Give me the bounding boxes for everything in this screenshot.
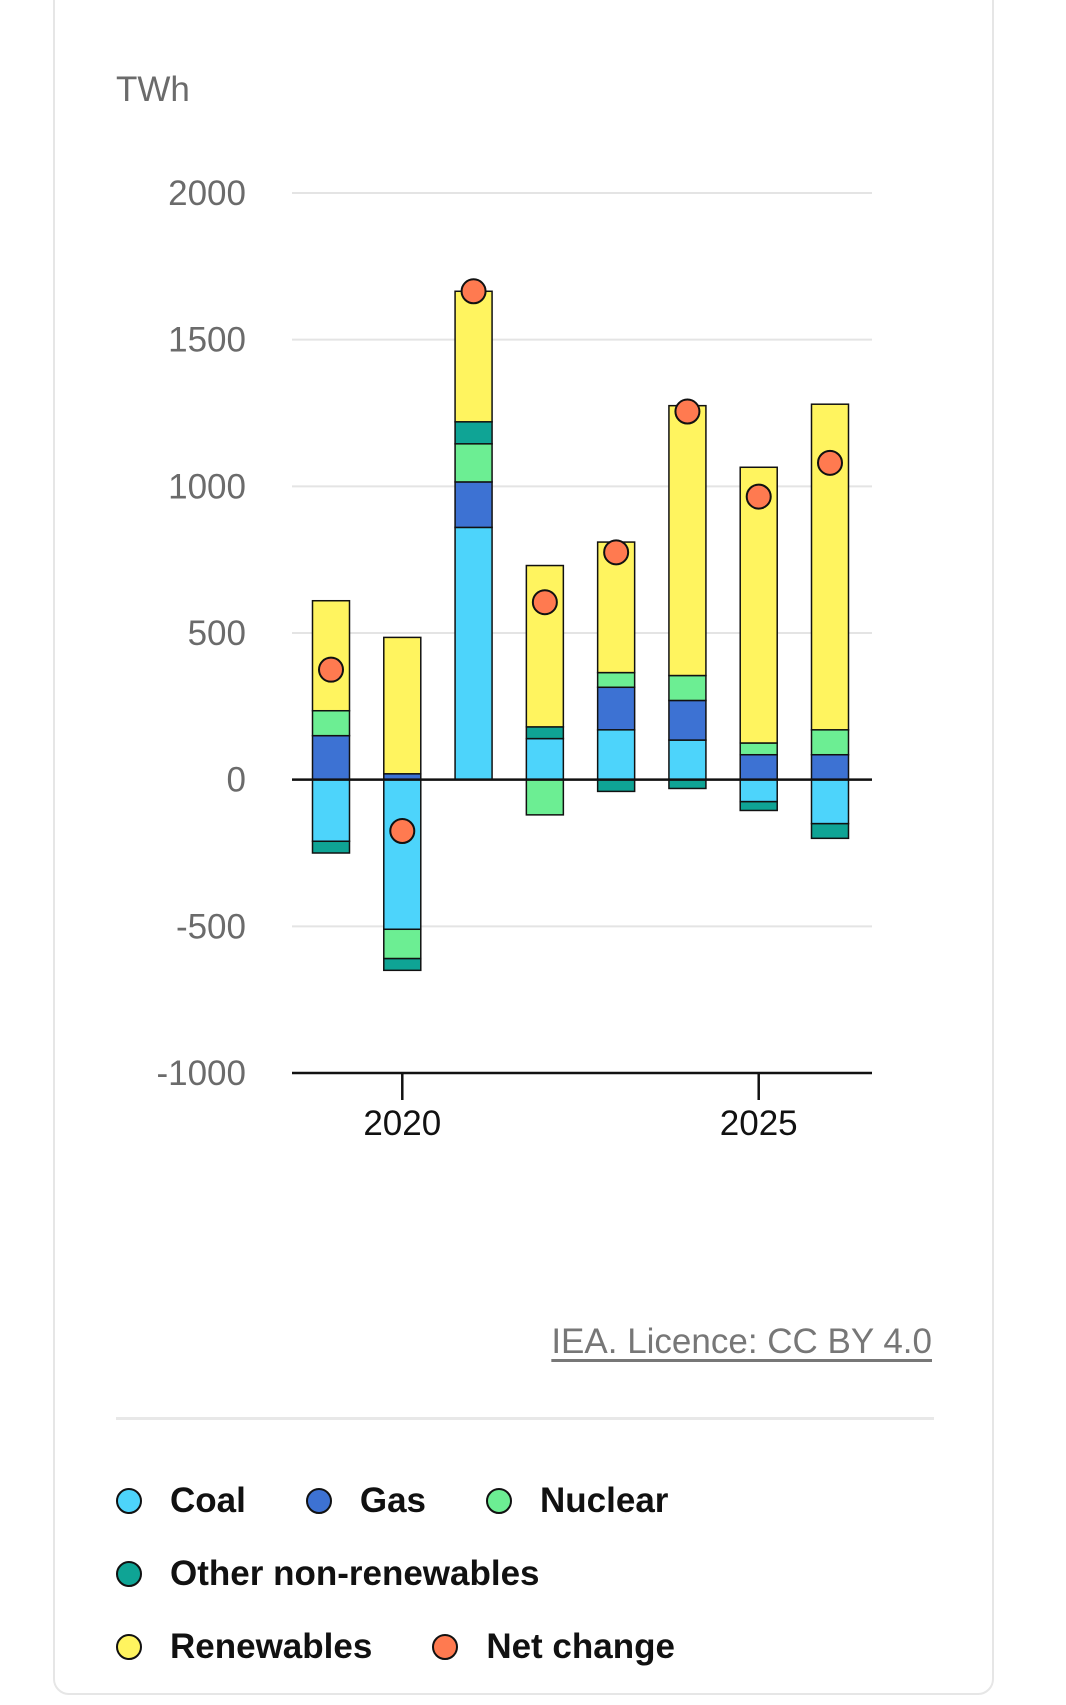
bar-segment-renewables xyxy=(739,466,778,744)
y-tick-label: -500 xyxy=(176,907,246,946)
legend-swatch-other-non-renewables xyxy=(116,1560,142,1587)
bar-segment-nuclear xyxy=(383,928,422,960)
bar-segment-renewables xyxy=(810,403,850,731)
y-tick-label: 2000 xyxy=(168,174,246,213)
bar-segment-other-non-renewables xyxy=(383,957,422,972)
legend-item-other-non-renewables[interactable]: Other non-renewables xyxy=(116,1554,540,1594)
bar-segment-nuclear xyxy=(739,742,778,756)
legend-swatch-gas xyxy=(305,1487,332,1514)
legend-row: Renewables Net change xyxy=(116,1610,934,1683)
y-tick-label: 500 xyxy=(188,614,246,653)
bar-segment-gas xyxy=(739,753,778,781)
bar-segment-other-non-renewables xyxy=(810,822,850,840)
bar-segment-gas xyxy=(454,481,493,529)
legend-item-gas[interactable]: Gas xyxy=(305,1480,427,1521)
chart-card xyxy=(53,0,994,1695)
y-tick-label: 0 xyxy=(227,761,246,800)
bar-segment-coal xyxy=(810,778,850,825)
bar-segment-coal xyxy=(454,526,493,781)
legend-label-nuclear: Nuclear xyxy=(540,1480,669,1520)
legend-row: Coal Gas Nuclear xyxy=(116,1464,934,1537)
bar-segment-nuclear xyxy=(525,778,565,816)
legend-label-coal: Coal xyxy=(170,1480,246,1520)
bar-segment-nuclear xyxy=(810,729,850,756)
bar-segment-other-non-renewables xyxy=(596,778,636,793)
legend-divider xyxy=(116,1417,934,1420)
credit-licence-link[interactable]: IEA. Licence: CC BY 4.0 xyxy=(551,1322,932,1361)
bar-segment-coal xyxy=(525,737,565,781)
bar-segment-renewables xyxy=(383,636,422,775)
y-axis-unit-label: TWh xyxy=(116,70,190,109)
legend-swatch-renewables xyxy=(116,1633,142,1660)
bar-segment-coal xyxy=(383,778,422,931)
bar-segment-gas xyxy=(311,734,351,781)
legend-item-net-change[interactable]: Net change xyxy=(432,1627,675,1667)
bar-segment-other-non-renewables xyxy=(454,421,493,445)
bar-segment-gas xyxy=(596,686,636,731)
bar-segment-nuclear xyxy=(311,709,351,737)
legend-label-other-non-renewables: Other non-renewables xyxy=(170,1553,540,1593)
bar-segment-nuclear xyxy=(668,674,707,702)
net-change-point xyxy=(745,483,772,510)
net-change-point xyxy=(460,278,487,305)
bar-segment-renewables xyxy=(454,290,493,423)
legend-item-coal[interactable]: Coal xyxy=(116,1481,246,1521)
net-change-point xyxy=(531,589,558,616)
legend-swatch-net-change xyxy=(432,1633,459,1660)
bar-segment-other-non-renewables xyxy=(525,726,565,740)
legend-swatch-coal xyxy=(116,1487,142,1514)
net-change-point xyxy=(674,398,701,425)
bar-segment-other-non-renewables xyxy=(668,778,707,790)
bar-segment-other-non-renewables xyxy=(739,800,778,812)
legend-label-gas: Gas xyxy=(359,1480,427,1520)
bar-segment-other-non-renewables xyxy=(311,840,351,854)
net-change-point xyxy=(603,539,630,566)
bar-segment-gas xyxy=(668,699,707,741)
net-change-point xyxy=(318,656,344,683)
x-tick-label: 2025 xyxy=(720,1104,798,1143)
bar-segment-renewables xyxy=(311,599,351,712)
legend-item-nuclear[interactable]: Nuclear xyxy=(486,1481,668,1521)
x-tick-label: 2020 xyxy=(363,1104,441,1143)
legend-label-net-change: Net change xyxy=(486,1626,675,1666)
bar-segment-gas xyxy=(810,753,850,781)
bar-segment-coal xyxy=(739,778,778,803)
bar-segment-renewables xyxy=(668,404,707,677)
y-tick-label: 1500 xyxy=(168,321,246,360)
bar-segment-nuclear xyxy=(454,443,493,483)
stacked-bar-chart: 2000 1500 1000 500 0 -500 -1000 2020 2025 xyxy=(156,174,872,1143)
y-tick-label: 1000 xyxy=(168,467,246,506)
y-tick-label: -1000 xyxy=(156,1054,246,1093)
legend-item-renewables[interactable]: Renewables xyxy=(116,1627,372,1667)
legend-row: Other non-renewables xyxy=(116,1537,934,1610)
legend-label-renewables: Renewables xyxy=(170,1626,373,1666)
bar-segment-nuclear xyxy=(596,671,636,689)
net-change-point xyxy=(389,818,416,844)
bar-segment-coal xyxy=(311,778,351,843)
net-change-point xyxy=(817,449,843,476)
bar-segment-coal xyxy=(668,739,707,781)
bar-segment-coal xyxy=(596,729,636,781)
legend-swatch-nuclear xyxy=(486,1487,513,1514)
chart-legend: Coal Gas Nuclear Other non-renewables Re… xyxy=(116,1464,934,1683)
